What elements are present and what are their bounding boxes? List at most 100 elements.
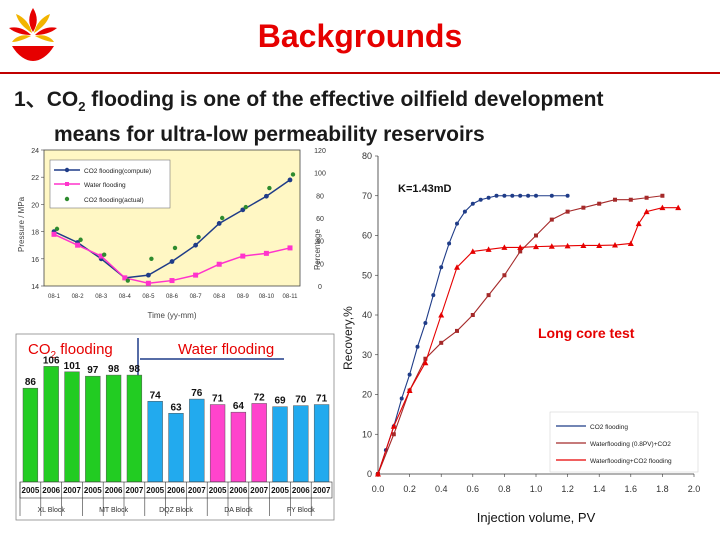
bar-series: 86 106 101 97 98 98 74 63 76 71 64 72 69 70 71	[22, 355, 330, 483]
point-line-1: 1、CO2 flooding is one of the effective o…	[14, 86, 714, 121]
year-label: 2007	[63, 486, 81, 495]
bar	[64, 371, 80, 483]
point-co2-compute	[264, 193, 269, 199]
point-rc-co2	[431, 293, 436, 298]
point-rc-wfco2	[627, 240, 634, 246]
point-co-sub: 2	[78, 99, 86, 115]
bar	[251, 403, 267, 483]
pressure-y2-tick-label: 60	[316, 216, 324, 223]
legend-marker-co2-compute	[64, 167, 70, 173]
pressure-x-tick-label: 08-2	[72, 294, 85, 300]
point-rc-wfco2	[580, 242, 587, 248]
point-co2-actual	[196, 234, 201, 240]
bar	[22, 387, 39, 483]
point-co2-actual	[243, 204, 248, 210]
point-rc-wfco2	[406, 387, 413, 394]
pressure-y2-tick-label: 80	[316, 193, 324, 200]
legend-marker-co2-actual	[64, 196, 70, 202]
point-rc-co2	[455, 221, 459, 226]
point-rc-wfco2	[422, 359, 429, 366]
point-rc-wfco2	[564, 242, 571, 249]
year-label: 2005	[84, 486, 102, 495]
point-number: 1、	[14, 88, 47, 111]
recovery-y-tick-label: 50	[362, 270, 372, 280]
pressure-y2-ticks: 0 20 40 60 80 100 120	[314, 148, 326, 291]
pressure-y2-tick-label: 100	[314, 171, 326, 178]
point-co2-compute	[193, 242, 199, 248]
point-co2-actual	[125, 278, 130, 283]
point-rc-co2	[439, 265, 444, 270]
pressure-x-tick-label: 08-7	[190, 294, 203, 300]
point-water	[51, 231, 57, 237]
pressure-x-tick-label: 08-6	[166, 294, 179, 300]
recovery-x-tick-label: 0.0	[372, 484, 385, 494]
point-water	[98, 253, 104, 259]
point-rc-wf08	[502, 273, 507, 278]
pressure-x-tick-label: 08-3	[95, 294, 108, 300]
bar-value-label: 76	[191, 388, 203, 399]
point-water	[216, 261, 222, 267]
point-line-2: means for ultra-low permeability reservo…	[54, 123, 485, 147]
pressure-y-label: Pressure / MPa	[17, 196, 26, 252]
block-label: XL Block	[38, 507, 66, 514]
bar	[209, 404, 226, 483]
pressure-y-tick-label: 22	[31, 175, 39, 182]
point-rc-wf08	[486, 293, 491, 298]
point-co2-compute	[240, 207, 246, 213]
recovery-y-tick-label: 80	[362, 151, 372, 161]
pressure-series	[51, 172, 296, 286]
bar-value-label: 106	[43, 355, 60, 366]
slide-title: Backgrounds	[257, 18, 463, 54]
recovery-y-tick-label: 60	[362, 231, 372, 241]
logo-base	[12, 46, 54, 61]
bar	[85, 375, 101, 483]
recovery-x-tick-label: 1.4	[593, 484, 606, 494]
pressure-y-tick-label: 24	[31, 148, 39, 155]
recovery-x-ticks: 0.0 0.2 0.4 0.6 0.8 1.0 1.2 1.4 1.6 1.8 2.0	[372, 484, 701, 494]
point-rc-wf08	[534, 233, 538, 238]
recovery-axes	[375, 155, 695, 477]
recovery-x-tick-label: 0.6	[467, 484, 480, 494]
point-rc-wf08	[455, 328, 459, 333]
point-rc-co2	[486, 195, 491, 200]
slide-point-1: 1、CO2 flooding is one of the effective o…	[14, 86, 714, 149]
bar	[272, 406, 288, 483]
recovery-x-tick-label: 2.0	[688, 484, 701, 494]
block-label: DQZ Block	[159, 507, 193, 514]
point-rc-co2	[462, 209, 467, 214]
pressure-y2-tick-label: 120	[314, 148, 326, 155]
point-co2-actual	[290, 172, 296, 177]
recovery-y-label: Recovery,%	[341, 306, 355, 370]
pressure-x-tick-label: 08-9	[237, 294, 250, 300]
point-rc-wfco2	[501, 244, 508, 250]
point-rc-wfco2	[517, 244, 524, 250]
year-label: 2007	[313, 486, 331, 495]
year-label: 2006	[105, 486, 123, 495]
pressure-x-tick-label: 08-11	[283, 294, 299, 300]
point-rc-wf08	[470, 313, 475, 317]
bar-value-label: 64	[233, 401, 245, 412]
point-rc-co2	[447, 241, 452, 246]
bar	[168, 413, 184, 483]
bar	[43, 366, 59, 483]
recovery-x-tick-label: 1.0	[530, 484, 543, 494]
bar-value-label: 71	[316, 394, 328, 405]
point-rc-wfco2	[675, 204, 682, 211]
point-rc-wfco2	[659, 204, 666, 211]
pressure-x-tick-label: 08-4	[119, 294, 132, 300]
point-rc-wf08	[597, 201, 602, 206]
point-rc-wf08	[581, 205, 586, 210]
bar	[126, 374, 143, 483]
point-co: CO	[46, 88, 79, 111]
point-rc-wfco2	[469, 248, 476, 254]
bar-value-label: 72	[254, 392, 266, 403]
point-co2-compute	[216, 221, 222, 226]
point-rc-wfco2	[548, 243, 555, 249]
pressure-y-ticks: 14 16 18 20 22 24	[31, 148, 39, 291]
point-co2-actual	[102, 252, 107, 257]
point-rc-wfco2	[596, 242, 603, 248]
point-rc-co2	[534, 193, 538, 198]
point-rc-co2	[478, 197, 483, 202]
pressure-x-ticks: 08-1 08-2 08-3 08-4 08-5 08-6 08-7 08-8 08-9 08-1…	[48, 294, 298, 300]
point-rc-wf08	[660, 193, 665, 198]
